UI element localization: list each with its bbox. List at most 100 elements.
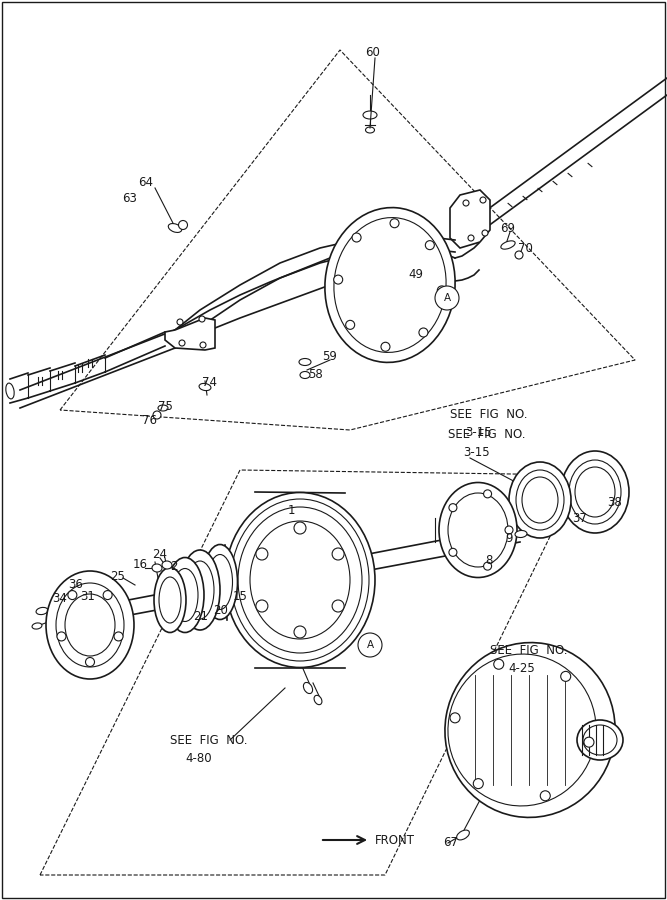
Circle shape [177, 319, 183, 325]
Text: 2: 2 [170, 561, 177, 573]
Ellipse shape [199, 383, 211, 391]
Circle shape [294, 626, 306, 638]
Text: 3-15: 3-15 [465, 426, 492, 438]
Text: 21: 21 [193, 610, 208, 624]
Circle shape [179, 220, 187, 230]
Ellipse shape [439, 482, 517, 578]
Ellipse shape [509, 462, 571, 538]
Circle shape [494, 659, 504, 670]
Ellipse shape [180, 550, 220, 630]
Ellipse shape [36, 608, 48, 615]
Text: 20: 20 [213, 605, 228, 617]
Ellipse shape [225, 492, 375, 668]
Ellipse shape [65, 594, 115, 656]
Text: 37: 37 [572, 512, 587, 526]
Ellipse shape [501, 241, 515, 249]
Polygon shape [450, 190, 490, 248]
Ellipse shape [303, 682, 313, 694]
Ellipse shape [250, 521, 350, 639]
Circle shape [449, 548, 457, 556]
Text: 58: 58 [308, 367, 323, 381]
Ellipse shape [575, 467, 615, 517]
Circle shape [449, 504, 457, 512]
Ellipse shape [314, 696, 322, 705]
Circle shape [540, 791, 550, 801]
Circle shape [68, 590, 77, 599]
Polygon shape [165, 318, 215, 350]
Circle shape [358, 633, 382, 657]
Text: SEE  FIG  NO.: SEE FIG NO. [490, 644, 568, 656]
Ellipse shape [162, 561, 172, 569]
Circle shape [482, 230, 488, 236]
Text: SEE  FIG  NO.: SEE FIG NO. [448, 428, 526, 442]
Text: A: A [444, 293, 451, 303]
Circle shape [294, 522, 306, 534]
Circle shape [256, 548, 268, 560]
Text: 34: 34 [52, 591, 67, 605]
Circle shape [352, 233, 361, 242]
Circle shape [480, 197, 486, 203]
Text: 15: 15 [233, 590, 248, 604]
Text: 25: 25 [110, 571, 125, 583]
Circle shape [484, 562, 492, 570]
Text: 67: 67 [443, 836, 458, 850]
Circle shape [346, 320, 355, 329]
Ellipse shape [522, 477, 558, 523]
Text: A: A [366, 640, 374, 650]
Ellipse shape [6, 383, 14, 399]
Text: 59: 59 [322, 349, 337, 363]
Ellipse shape [159, 577, 181, 623]
Text: 9: 9 [505, 532, 512, 544]
Ellipse shape [238, 507, 362, 653]
Text: 60: 60 [365, 46, 380, 58]
Text: 8: 8 [485, 554, 492, 566]
Ellipse shape [152, 564, 162, 572]
Ellipse shape [516, 470, 564, 530]
Text: 3-15: 3-15 [463, 446, 490, 458]
Ellipse shape [515, 530, 527, 537]
Circle shape [584, 737, 594, 747]
Ellipse shape [158, 405, 168, 411]
Circle shape [505, 526, 513, 534]
Circle shape [450, 713, 460, 723]
Ellipse shape [32, 623, 42, 629]
Ellipse shape [231, 499, 369, 661]
Text: SEE  FIG  NO.: SEE FIG NO. [170, 734, 247, 746]
Ellipse shape [325, 208, 455, 363]
Circle shape [85, 658, 95, 667]
Ellipse shape [363, 111, 377, 119]
Ellipse shape [203, 544, 237, 619]
Ellipse shape [46, 571, 134, 679]
Ellipse shape [577, 720, 623, 760]
Text: 4-80: 4-80 [185, 752, 211, 764]
Ellipse shape [448, 493, 508, 567]
Text: 75: 75 [158, 400, 173, 412]
Circle shape [515, 251, 523, 259]
Ellipse shape [168, 223, 181, 232]
Ellipse shape [299, 358, 311, 365]
Text: 74: 74 [202, 376, 217, 390]
Ellipse shape [569, 460, 621, 524]
Circle shape [103, 590, 112, 599]
Circle shape [463, 200, 469, 206]
Circle shape [179, 340, 185, 346]
Circle shape [390, 219, 399, 228]
Circle shape [438, 286, 446, 295]
Ellipse shape [334, 218, 446, 353]
Ellipse shape [186, 561, 214, 619]
Ellipse shape [300, 372, 310, 379]
Ellipse shape [172, 569, 198, 622]
Circle shape [332, 600, 344, 612]
Circle shape [419, 328, 428, 337]
Text: 64: 64 [138, 176, 153, 188]
Ellipse shape [56, 583, 124, 667]
Ellipse shape [448, 654, 596, 806]
Text: 70: 70 [518, 241, 533, 255]
Text: 31: 31 [80, 590, 95, 604]
Ellipse shape [63, 593, 73, 599]
Circle shape [114, 632, 123, 641]
Ellipse shape [166, 557, 204, 633]
Text: 76: 76 [142, 413, 157, 427]
Circle shape [332, 548, 344, 560]
Text: 4-25: 4-25 [508, 662, 535, 674]
